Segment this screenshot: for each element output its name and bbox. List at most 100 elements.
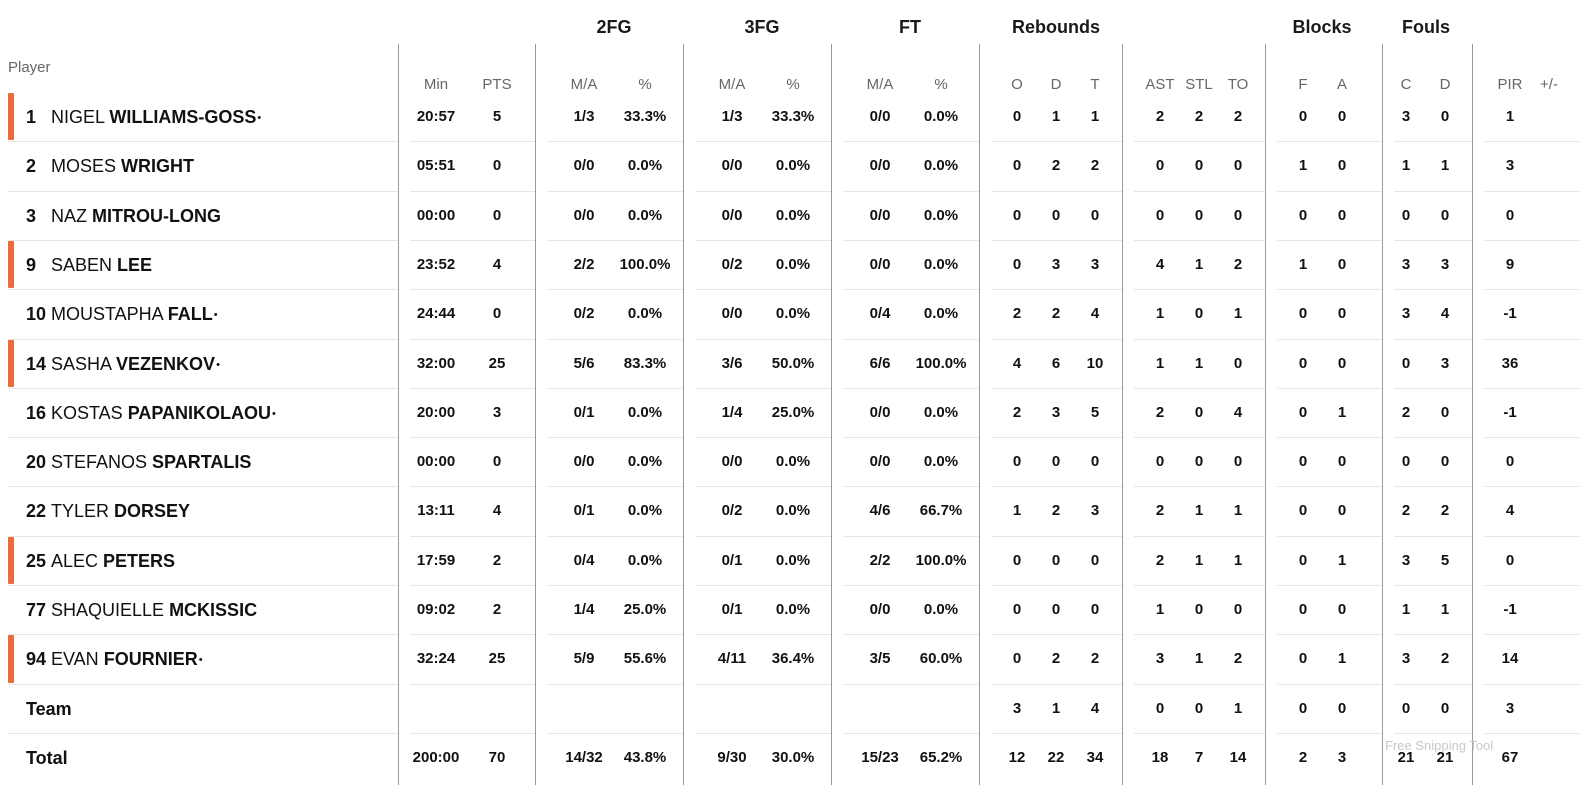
- column-divider: [1122, 44, 1123, 785]
- row-separator: [843, 387, 979, 389]
- player-name[interactable]: NAZ MITROU-LONG: [51, 206, 222, 227]
- stat-fg2_pct: 0.0%: [627, 502, 663, 520]
- row-separator: [547, 683, 683, 685]
- row-separator: [8, 437, 398, 439]
- row-separator: [1134, 634, 1265, 636]
- stat-fg2_ma: 1/4: [573, 601, 595, 618]
- column-header-reb_o[interactable]: O: [1011, 76, 1023, 93]
- player-name[interactable]: ALEC PETERS: [51, 551, 176, 572]
- column-header-foul_d[interactable]: D: [1439, 76, 1451, 93]
- player-name[interactable]: MOUSTAPHA FALL•: [51, 304, 218, 325]
- column-divider: [1472, 44, 1473, 785]
- column-header-foul_c[interactable]: C: [1400, 76, 1412, 93]
- column-header-blk_f[interactable]: F: [1298, 76, 1308, 93]
- player-name[interactable]: TYLER DORSEY: [51, 501, 191, 522]
- row-separator: [991, 437, 1122, 439]
- stat-ft_ma: 0/0: [869, 453, 891, 471]
- stat-pts: 4: [492, 502, 502, 520]
- stat-ft_ma: 0/0: [869, 108, 891, 125]
- player-name[interactable]: SHAQUIELLE MCKISSIC: [51, 600, 258, 621]
- column-header-pm[interactable]: +/-: [1540, 76, 1558, 93]
- row-separator: [1484, 486, 1580, 488]
- stat-blk_f: 0: [1298, 403, 1308, 421]
- column-header-fg2_pct[interactable]: %: [638, 76, 652, 93]
- column-header-ft_pct[interactable]: %: [934, 76, 948, 93]
- row-separator: [1484, 634, 1580, 636]
- stat-reb_t: 1: [1090, 108, 1100, 125]
- stat-reb_t: 5: [1090, 403, 1100, 421]
- stat-to: 0: [1233, 453, 1243, 471]
- stat-ast: 0: [1155, 699, 1165, 717]
- stat-ft_pct: 0.0%: [923, 601, 959, 618]
- player-name[interactable]: EVAN FOURNIER•: [51, 649, 203, 670]
- row-separator: [991, 239, 1122, 241]
- column-header-reb_d[interactable]: D: [1050, 76, 1062, 93]
- column-header-pts[interactable]: PTS: [482, 76, 512, 93]
- player-name[interactable]: SABEN LEE: [51, 255, 153, 276]
- stat-reb_d: 3: [1051, 255, 1061, 273]
- player-number: 1: [26, 107, 37, 127]
- player-first-name: SASHA: [51, 353, 112, 374]
- stat-ast: 4: [1155, 255, 1165, 273]
- column-group-g3fg: 3FG: [744, 17, 780, 37]
- stat-ast: 2: [1155, 502, 1165, 520]
- column-header-pir[interactable]: PIR: [1497, 76, 1523, 93]
- column-header-min[interactable]: Min: [423, 76, 449, 93]
- row-separator: [991, 141, 1122, 143]
- column-header-reb_t[interactable]: T: [1090, 76, 1100, 93]
- stat-foul_d: 3: [1440, 255, 1450, 273]
- stat-fg3_ma: 9/30: [717, 748, 747, 766]
- player-first-name: MOUSTAPHA: [51, 304, 163, 325]
- row-separator: [1277, 141, 1382, 143]
- stat-fg2_ma: 14/32: [565, 748, 603, 766]
- column-header-fg2_ma[interactable]: M/A: [570, 76, 598, 93]
- stat-ft_pct: 65.2%: [919, 748, 963, 766]
- stat-to: 0: [1233, 157, 1243, 175]
- row-separator: [991, 338, 1122, 340]
- row-separator: [843, 732, 979, 734]
- column-header-blk_a[interactable]: A: [1336, 76, 1348, 93]
- column-header-fg3_pct[interactable]: %: [786, 76, 800, 93]
- stat-reb_o: 0: [1012, 157, 1022, 175]
- row-separator: [547, 387, 683, 389]
- stat-pir: 0: [1505, 206, 1515, 224]
- player-first-name: ALEC: [51, 550, 99, 571]
- stat-foul_d: 0: [1440, 206, 1450, 224]
- player-name[interactable]: SASHA VEZENKOV•: [51, 354, 220, 375]
- row-separator: [410, 437, 535, 439]
- stat-foul_c: 3: [1401, 305, 1411, 323]
- stat-reb_d: 2: [1051, 502, 1061, 520]
- row-separator: [991, 634, 1122, 636]
- player-name[interactable]: KOSTAS PAPANIKOLAOU•: [51, 403, 276, 424]
- stat-pts: 2: [492, 601, 502, 618]
- column-header-to[interactable]: TO: [1227, 76, 1249, 93]
- stat-foul_d: 4: [1440, 305, 1450, 323]
- row-separator: [1277, 683, 1382, 685]
- column-header-ast[interactable]: AST: [1145, 76, 1175, 93]
- stat-reb_t: 3: [1090, 502, 1100, 520]
- player-name[interactable]: NIGEL WILLIAMS-GOSS•: [51, 107, 261, 128]
- stat-blk_f: 0: [1298, 601, 1308, 618]
- stat-to: 1: [1233, 305, 1243, 323]
- column-header-stl[interactable]: STL: [1185, 76, 1213, 93]
- row-separator: [1134, 486, 1265, 488]
- stat-blk_a: 0: [1337, 502, 1347, 520]
- stat-fg3_pct: 0.0%: [775, 255, 811, 273]
- stat-foul_d: 5: [1440, 551, 1450, 569]
- stat-fg2_ma: 0/0: [573, 206, 595, 224]
- stat-pts: 0: [492, 157, 502, 175]
- row-separator: [8, 535, 398, 537]
- row-separator: [1277, 486, 1382, 488]
- stat-fg2_pct: 33.3%: [623, 108, 667, 125]
- row-separator: [1484, 190, 1580, 192]
- row-separator: [1484, 535, 1580, 537]
- stat-min: 09:02: [416, 601, 456, 618]
- player-name[interactable]: MOSES WRIGHT: [51, 156, 195, 177]
- row-separator: [1484, 683, 1580, 685]
- column-header-ft_ma[interactable]: M/A: [866, 76, 894, 93]
- player-name[interactable]: STEFANOS SPARTALIS: [51, 452, 252, 473]
- stat-ast: 2: [1155, 551, 1165, 569]
- column-header-fg3_ma[interactable]: M/A: [718, 76, 746, 93]
- row-separator: [991, 535, 1122, 537]
